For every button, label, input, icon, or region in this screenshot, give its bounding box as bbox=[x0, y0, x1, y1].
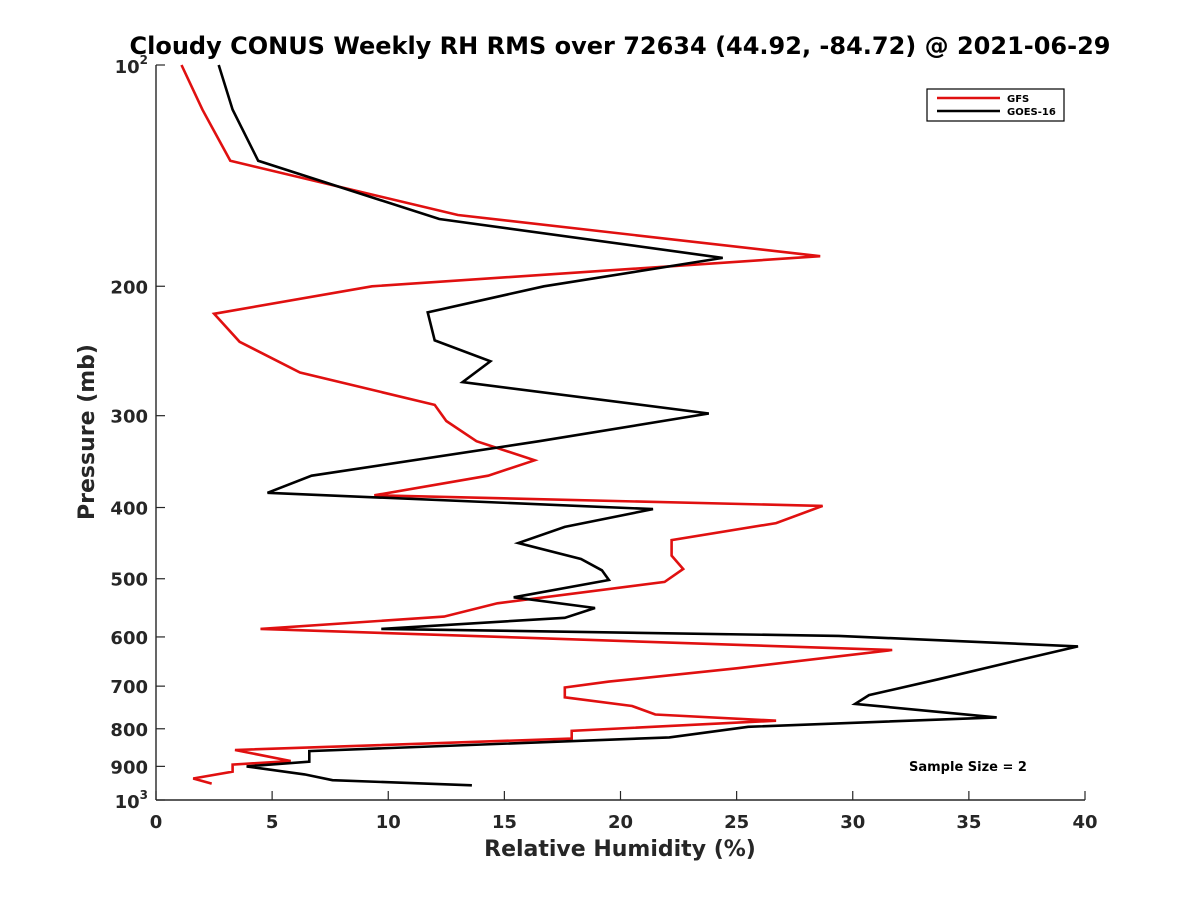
y-tick-label: 800 bbox=[110, 720, 148, 741]
x-tick-label: 30 bbox=[840, 812, 865, 833]
x-tick-label: 5 bbox=[266, 812, 279, 833]
y-tick-label: 700 bbox=[110, 677, 148, 698]
plot-area: 0 5 10 15 20 25 30 35 40102200300400500600700800… bbox=[110, 53, 1097, 833]
x-tick-label: 40 bbox=[1072, 812, 1097, 833]
x-tick-label: 10 bbox=[376, 812, 401, 833]
y-axis-label: Pressure (mb) bbox=[75, 344, 100, 520]
y-tick-label: 300 bbox=[110, 407, 148, 428]
x-tick-label: 35 bbox=[956, 812, 981, 833]
chart-title: Cloudy CONUS Weekly RH RMS over 72634 (4… bbox=[130, 32, 1111, 60]
y-tick-base: 10 bbox=[115, 792, 140, 813]
series-line-goes-16 bbox=[217, 64, 1079, 787]
y-tick-label: 500 bbox=[110, 570, 148, 591]
legend-box bbox=[926, 88, 1065, 122]
series-line-gfs bbox=[180, 64, 893, 785]
x-tick-label: 15 bbox=[492, 812, 517, 833]
legend-label: GFS bbox=[1007, 94, 1029, 105]
sample-size-annotation: Sample Size = 2 bbox=[909, 760, 1027, 775]
x-tick-label: 25 bbox=[724, 812, 749, 833]
y-tick-base: 10 bbox=[115, 57, 140, 78]
y-tick-exponent: 2 bbox=[140, 53, 148, 67]
y-tick-label: 900 bbox=[110, 757, 148, 778]
y-tick-label: 200 bbox=[110, 277, 148, 298]
y-tick-label: 102 bbox=[115, 53, 148, 78]
legend-label: GOES-16 bbox=[1007, 107, 1056, 118]
x-tick-label: 20 bbox=[608, 812, 633, 833]
legend: GFS GOES-16 bbox=[926, 88, 1065, 122]
y-tick-label: 400 bbox=[110, 499, 148, 520]
x-tick-label: 0 bbox=[150, 812, 163, 833]
x-axis-label: Relative Humidity (%) bbox=[484, 837, 756, 862]
y-tick-label: 103 bbox=[115, 788, 148, 813]
y-tick-label: 600 bbox=[110, 628, 148, 649]
y-tick-exponent: 3 bbox=[140, 788, 148, 802]
